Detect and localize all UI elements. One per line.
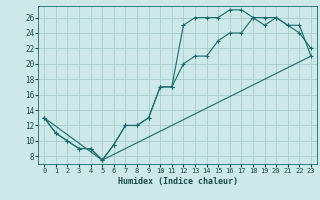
X-axis label: Humidex (Indice chaleur): Humidex (Indice chaleur) (118, 177, 238, 186)
